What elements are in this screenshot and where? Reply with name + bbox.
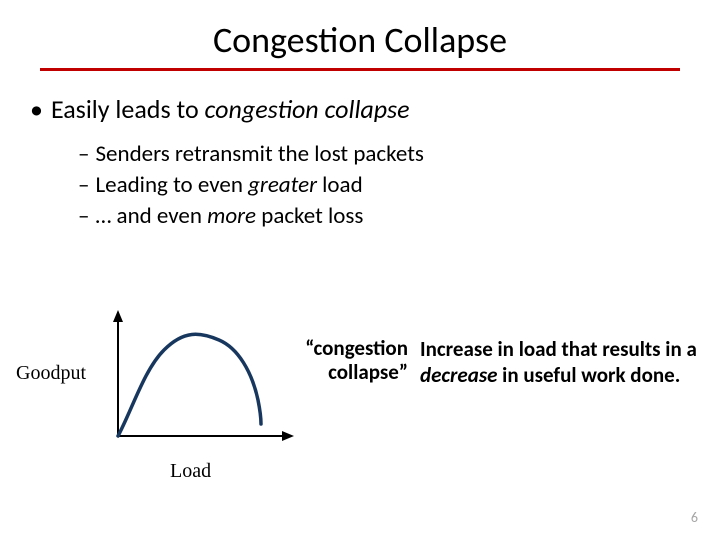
sub-bullet: –Leading to even greater load <box>78 170 690 201</box>
bullet-dot: • <box>30 93 43 125</box>
y-axis-arrow-icon <box>113 310 123 322</box>
sub-bullet-list: –Senders retransmit the lost packets –Le… <box>30 139 690 232</box>
main-bullet-prefix: Easily leads to <box>51 93 205 125</box>
content-area: •Easily leads to congestion collapse –Se… <box>0 71 720 232</box>
page-number: 6 <box>691 509 698 526</box>
main-bullet: •Easily leads to congestion collapse <box>30 93 690 125</box>
sub-bullet-text: Senders retransmit the lost packets <box>95 140 423 168</box>
sub-bullet-text: Leading to even greater load <box>95 171 362 199</box>
collapse-annotation: “congestion collapse” <box>298 336 408 384</box>
sub-bullet-text: … and even more packet loss <box>95 202 363 230</box>
goodput-curve <box>118 334 261 436</box>
definition-text: Increase in load that results in a decre… <box>420 336 700 389</box>
chart-xlabel: Load <box>170 460 211 483</box>
definition-post: in useful work done. <box>497 362 680 388</box>
sub-bullet: –… and even more packet loss <box>78 201 690 232</box>
main-bullet-emphasis: congestion collapse <box>205 93 410 125</box>
slide-title: Congestion Collapse <box>0 0 720 62</box>
goodput-chart <box>104 310 300 465</box>
definition-emph: decrease <box>420 362 497 388</box>
annotation-line2: collapse” <box>328 359 408 385</box>
chart-svg <box>104 310 300 460</box>
chart-ylabel: Goodput <box>16 362 86 385</box>
sub-bullet: –Senders retransmit the lost packets <box>78 139 690 170</box>
annotation-line1: “congestion <box>305 335 408 361</box>
definition-pre: Increase in load that results in a <box>420 336 697 362</box>
figure-area: Goodput Load “congestion collapse” Incre… <box>0 300 720 500</box>
x-axis-arrow-icon <box>282 431 294 441</box>
